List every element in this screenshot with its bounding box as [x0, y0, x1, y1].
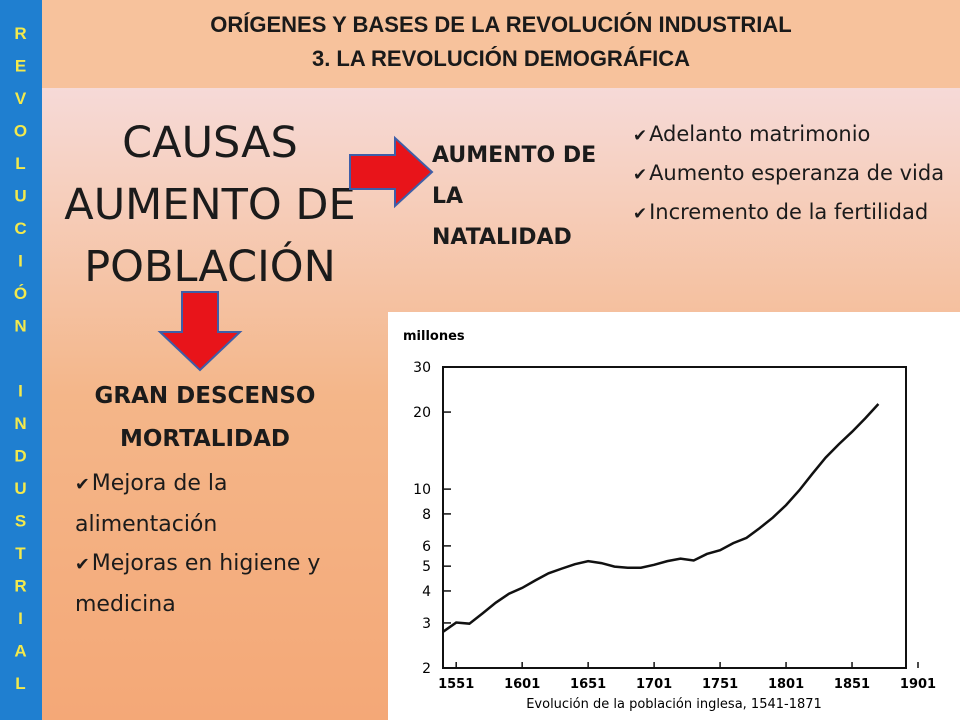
x-tick-label: 1651 [570, 677, 606, 692]
plot-frame [442, 366, 907, 669]
y-tick-label: 10 [413, 482, 431, 498]
x-tick-label: 1551 [438, 677, 474, 692]
x-tick-label: 1601 [504, 677, 540, 692]
x-axis-label: Evolución de la población inglesa, 1541-… [526, 697, 822, 712]
header: ORÍGENES Y BASES DE LA REVOLUCIÓN INDUST… [42, 0, 960, 88]
list-item: Adelanto matrimonio [633, 115, 955, 154]
list-item: Incremento de la fertilidad [633, 193, 955, 232]
y-tick-label: 30 [413, 360, 431, 376]
y-tick-label: 2 [422, 661, 431, 677]
y-tick-label: 20 [413, 405, 431, 421]
arrow-down [157, 291, 243, 372]
y-axis-label: millones [403, 329, 465, 344]
y-tick-label: 8 [422, 507, 431, 523]
list-item: Mejora de la alimentación [75, 464, 350, 544]
list-item: Mejoras en higiene y medicina [75, 544, 350, 624]
header-line: 3. LA REVOLUCIÓN DEMOGRÁFICA [311, 46, 691, 71]
y-tick-label: 4 [422, 584, 431, 600]
natality-list: Adelanto matrimonioAumento esperanza de … [633, 115, 955, 232]
mortality-title: GRAN DESCENSO MORTALIDAD [94, 383, 316, 452]
y-tick-label: 6 [422, 539, 431, 555]
causes-title: CAUSAS AUMENTO DE POBLACIÓN [64, 118, 356, 292]
header-line: ORÍGENES Y BASES DE LA REVOLUCIÓN INDUST… [210, 12, 792, 37]
sidebar: REVOLUCIÓN INDUSTRIAL [0, 0, 42, 720]
natality-title: AUMENTO DE LA NATALIDAD [432, 143, 597, 250]
arrow-right [349, 135, 434, 209]
list-item: Aumento esperanza de vida [633, 154, 955, 193]
y-tick-label: 3 [422, 616, 431, 632]
mortality-list: Mejora de la alimentaciónMejoras en higi… [75, 464, 350, 624]
x-tick-label: 1851 [834, 677, 870, 692]
y-tick-label: 5 [422, 559, 431, 575]
sidebar-text: REVOLUCIÓN INDUSTRIAL [11, 24, 30, 707]
x-tick-label: 1801 [768, 677, 804, 692]
chart: millones Evolución de la población ingle… [388, 312, 960, 720]
x-tick-label: 1901 [900, 677, 936, 692]
x-tick-label: 1751 [702, 677, 738, 692]
x-tick-label: 1701 [636, 677, 672, 692]
line [442, 403, 880, 633]
